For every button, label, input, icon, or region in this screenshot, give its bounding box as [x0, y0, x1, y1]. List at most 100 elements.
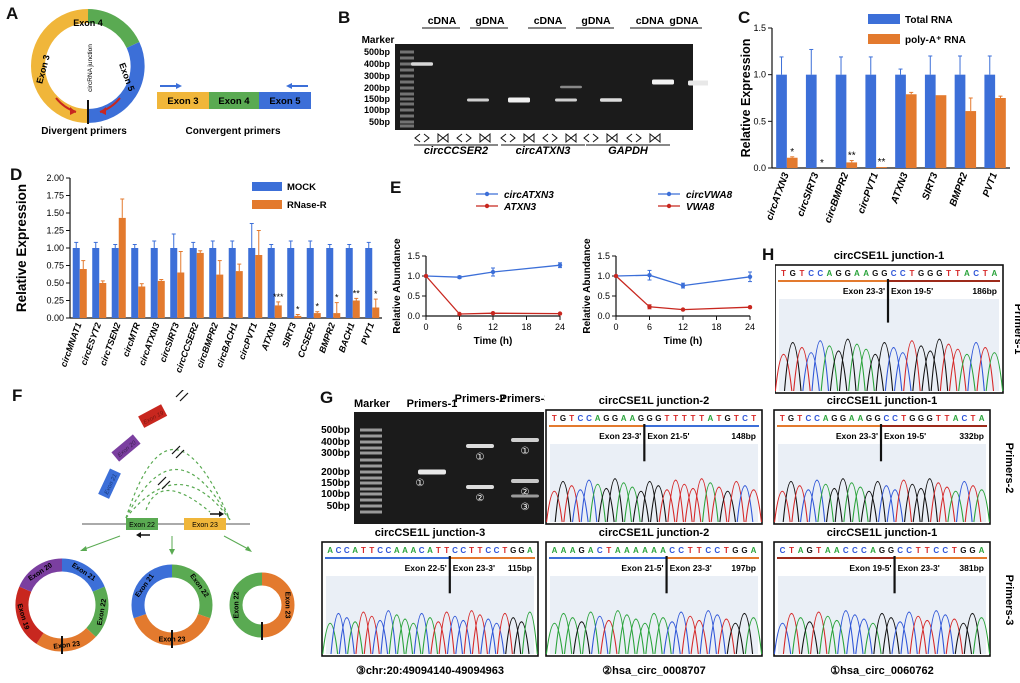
base-call: T: [552, 414, 557, 423]
gel-b-marker-band: [400, 68, 414, 72]
base-call: A: [402, 546, 408, 555]
y-tick-label: 0.75: [46, 261, 64, 271]
base-call: T: [369, 546, 374, 555]
base-call: T: [816, 546, 821, 555]
bar: [835, 74, 847, 168]
gel-g-band: [511, 438, 539, 442]
base-call: A: [410, 546, 416, 555]
svg-text:Exon 4: Exon 4: [218, 96, 250, 107]
primer-symbol: [626, 133, 642, 143]
primer-symbol: [500, 133, 516, 143]
gel-g-marker-band: [360, 464, 382, 468]
y-tick-label: 1.25: [46, 226, 64, 236]
y-tick-label: 0.0: [753, 163, 766, 173]
base-call: T: [916, 546, 921, 555]
x-tick-label: 24: [555, 322, 565, 332]
bar: [196, 252, 204, 318]
gel-b-size-label: 50bp: [369, 117, 391, 127]
base-call: G: [936, 269, 942, 278]
legend-swatch: [868, 34, 900, 44]
bar: [345, 248, 353, 318]
ring-segment: [61, 558, 105, 593]
base-call: A: [751, 546, 757, 555]
base-call: A: [953, 414, 959, 423]
panel-label-a: A: [6, 4, 19, 23]
bar: [118, 217, 126, 318]
trace-title: circCSE1L junction-2: [599, 395, 709, 407]
gel-b-band: [508, 97, 530, 103]
primer-symbol: [583, 133, 599, 143]
gel-b-marker-band: [400, 74, 414, 78]
bar: [209, 248, 217, 318]
ring-segment: [229, 572, 263, 638]
data-point: [490, 311, 496, 316]
exon-right-label: Exon 23-3': [898, 563, 940, 573]
base-call: C: [861, 546, 867, 555]
x-tick-label: 0: [613, 322, 618, 332]
bar: [313, 313, 321, 318]
gel-g-size-label: 50bp: [327, 501, 350, 512]
ring-segment: [171, 564, 213, 619]
base-call: A: [427, 546, 433, 555]
base-call: T: [901, 414, 906, 423]
base-call: T: [799, 269, 804, 278]
svg-text:Exon 23: Exon 23: [192, 522, 218, 529]
data-point: [680, 283, 686, 288]
base-call: T: [477, 546, 482, 555]
base-call: G: [603, 414, 609, 423]
x-axis-label: Time (h): [474, 336, 513, 347]
significance-mark: *: [374, 289, 378, 299]
base-call: C: [961, 414, 967, 423]
category-label: ATXN3: [889, 171, 911, 206]
category-label: PVT1: [981, 171, 1000, 199]
base-call: T: [724, 546, 729, 555]
base-call: C: [494, 546, 500, 555]
gel-b-marker-band: [400, 92, 414, 96]
legend-label: Total RNA: [905, 15, 953, 26]
base-call: C: [900, 269, 906, 278]
data-point: [557, 263, 563, 268]
gel-b-band: [560, 85, 582, 89]
gel-b-lane-header: cDNA: [636, 15, 665, 27]
ring-segment: [86, 586, 109, 637]
gel-g-marker-band: [360, 487, 382, 491]
base-call: T: [734, 414, 739, 423]
data-point: [457, 311, 462, 317]
ring-exon-label: Exon 23: [284, 592, 291, 619]
x-tick-label: 12: [488, 322, 498, 332]
bar: [876, 167, 887, 168]
panel-b-gel: Marker cDNA gDNA cDNA gDNA cDNA gDNA 500bp 400…: [362, 15, 708, 157]
significance-mark: ***: [273, 292, 284, 302]
bar: [287, 248, 295, 318]
gel-g-band: [511, 494, 539, 498]
x-tick-label: 6: [457, 322, 462, 332]
base-call: A: [992, 269, 998, 278]
base-call: T: [699, 414, 704, 423]
base-call: A: [642, 546, 648, 555]
base-call: T: [909, 269, 914, 278]
base-call: C: [808, 269, 814, 278]
base-call: C: [843, 546, 849, 555]
legend-label: ATXN3: [503, 202, 536, 213]
circrna-id-label: ②hsa_circ_0008707: [602, 665, 705, 677]
bar: [326, 248, 334, 318]
base-call: G: [831, 414, 837, 423]
exon-left-label: Exon 23-3': [836, 431, 878, 441]
base-call: A: [827, 269, 833, 278]
gel-g-size-label: 100bp: [321, 489, 350, 500]
data-point: [747, 305, 753, 310]
data-point: [647, 273, 652, 278]
significance-mark: *: [820, 158, 824, 169]
band-number: ①: [521, 446, 530, 457]
ring-exon5-arc: [87, 42, 145, 123]
base-call: G: [969, 546, 975, 555]
ring-exon-label: Exon 22: [97, 598, 109, 626]
row-label-primers3: Primers-3: [1003, 575, 1015, 626]
exon-left-label: Exon 23-3': [843, 286, 885, 296]
bar: [935, 95, 947, 168]
bar: [352, 300, 360, 318]
